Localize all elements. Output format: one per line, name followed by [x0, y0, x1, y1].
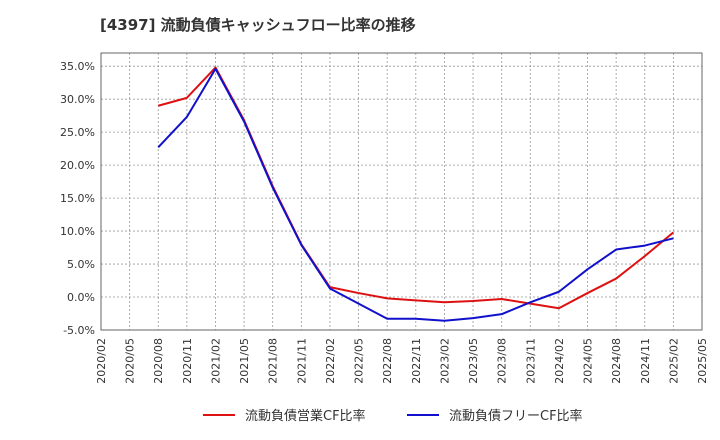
- x-tick-label: 2021/08: [267, 338, 280, 384]
- y-tick-label: 5.0%: [67, 258, 95, 271]
- y-tick-label: 30.0%: [60, 93, 95, 106]
- y-tick-label: -5.0%: [63, 324, 95, 337]
- y-tick-label: 15.0%: [60, 192, 95, 205]
- legend-label-1: 流動負債営業CF比率: [245, 408, 366, 424]
- y-tick-label: 35.0%: [60, 60, 95, 73]
- x-tick-label: 2021/02: [209, 338, 222, 384]
- series-layer: [157, 66, 675, 322]
- x-tick-label: 2023/05: [467, 338, 480, 384]
- y-axis-ticks: -5.0% 0.0% 5.0% 10.0% 15.0% 20.0% 25.0% 30.0% 35…: [60, 60, 95, 337]
- x-tick-label: 2021/11: [295, 338, 308, 384]
- chart-title: [4397] 流動負債キャッシュフロー比率の推移: [100, 16, 416, 34]
- y-tick-label: 0.0%: [67, 291, 95, 304]
- x-tick-label: 2022/08: [381, 338, 394, 384]
- x-tick-label: 2020/05: [124, 338, 137, 384]
- x-tick-label: 2020/08: [152, 338, 165, 384]
- y-tick-label: 20.0%: [60, 159, 95, 172]
- x-tick-label: 2020/02: [95, 338, 108, 384]
- x-tick-label: 2021/05: [238, 338, 251, 384]
- x-tick-label: 2025/02: [667, 338, 680, 384]
- x-tick-label: 2024/11: [639, 338, 652, 384]
- x-tick-label: 2025/05: [696, 338, 709, 384]
- x-axis-ticks: 2020/02 2020/05 2020/08 2020/11 2021/02 2021/…: [95, 338, 709, 384]
- plot-frame: [100, 52, 703, 331]
- x-tick-label: 2024/05: [582, 338, 595, 384]
- x-tick-label: 2024/02: [553, 338, 566, 384]
- y-tick-label: 10.0%: [60, 225, 95, 238]
- x-tick-label: 2023/11: [524, 338, 537, 384]
- legend: 流動負債営業CF比率 流動負債フリーCF比率: [203, 408, 583, 424]
- x-tick-label: 2022/11: [410, 338, 423, 384]
- y-tick-label: 25.0%: [60, 126, 95, 139]
- legend-label-2: 流動負債フリーCF比率: [449, 408, 583, 424]
- x-tick-label: 2020/11: [181, 338, 194, 384]
- x-tick-label: 2023/02: [438, 338, 451, 384]
- series-line-1: [157, 66, 675, 310]
- x-tick-label: 2022/02: [324, 338, 337, 384]
- x-tick-label: 2024/08: [610, 338, 623, 384]
- series-line-2: [157, 67, 674, 322]
- x-tick-label: 2022/05: [353, 338, 366, 384]
- x-tick-label: 2023/08: [496, 338, 509, 384]
